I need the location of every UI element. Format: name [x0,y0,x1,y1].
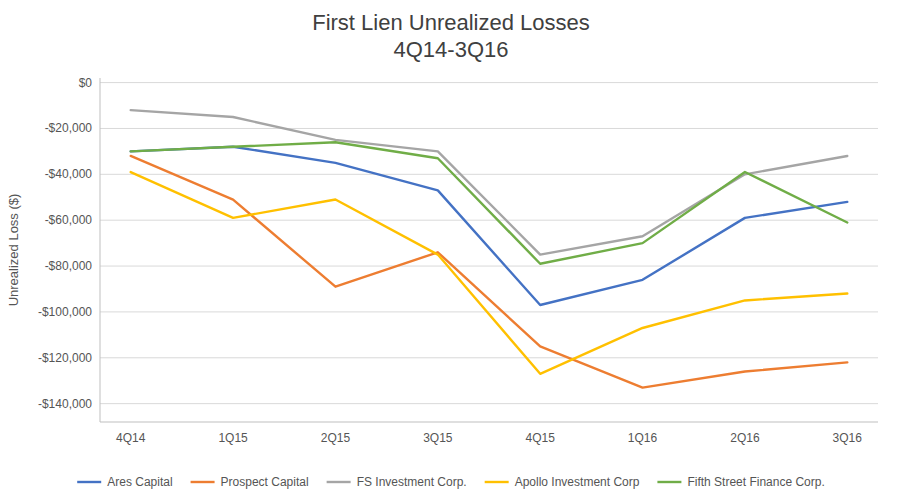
legend-label: Prospect Capital [221,475,309,489]
grid-line [100,82,878,83]
y-tick-label: -$40,000 [45,167,93,181]
x-tick-label: 2Q15 [321,431,351,445]
legend-swatch [327,481,351,483]
chart: First Lien Unrealized Losses4Q14-3Q16 $0 -… [0,0,902,504]
grid-line [100,220,878,221]
series-line [131,156,848,388]
x-tick-label: 2Q16 [730,431,760,445]
legend: Ares Capital Prospect Capital FS Investmen… [77,475,825,489]
x-tick-label: 3Q15 [423,431,453,445]
lines [131,110,848,387]
series-line [131,147,848,305]
y-tick-label: -$120,000 [38,351,92,365]
legend-label: Ares Capital [107,475,172,489]
series-line [131,110,848,254]
y-axis-label: Unrealized Loss ($) [6,194,21,307]
legend-swatch [485,481,509,483]
title: First Lien Unrealized Losses [312,10,590,35]
y-tick-label: -$20,000 [45,121,93,135]
series-line [131,172,848,374]
grid-line [100,311,878,312]
legend-swatch [657,481,681,483]
y-tick-label: -$80,000 [45,259,93,273]
x-tick-label: 1Q15 [218,431,248,445]
legend-label: FS Investment Corp. [357,475,467,489]
y-tick-label: -$60,000 [45,213,93,227]
legend-label: Fifth Street Finance Corp. [687,475,824,489]
legend-swatch [77,481,101,483]
subtitle: 4Q14-3Q16 [394,37,509,62]
x-tick-label: 3Q16 [833,431,863,445]
x-tick-label: 4Q14 [116,431,146,445]
grid-line [100,128,878,129]
legend-label: Apollo Investment Corp [515,475,640,489]
grid-line [100,357,878,358]
grid-line [100,403,878,404]
x-tick-label: 1Q16 [628,431,658,445]
y-tick-label: -$140,000 [38,397,92,411]
grid-line [100,174,878,175]
y-tick-label: -$100,000 [38,305,92,319]
x-axis-line [100,422,878,423]
grid [100,83,878,404]
grid-line [100,266,878,267]
x-tick-label: 4Q15 [526,431,556,445]
legend-swatch [191,481,215,483]
y-tick-label: $0 [79,76,93,90]
y-axis-line [100,78,101,422]
series-line [131,142,848,264]
